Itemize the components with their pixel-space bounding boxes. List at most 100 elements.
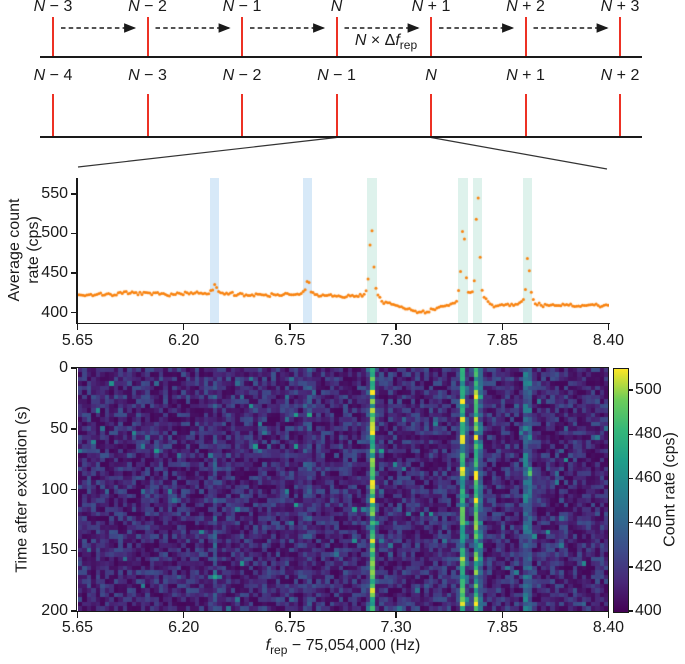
heatmap-x-tick-mark [76,612,79,618]
scatter-x-tick-label: 6.20 [168,332,200,349]
heatmap-x-tick-mark [289,612,291,618]
scatter-x-tick-label: 5.65 [61,332,94,349]
heatmap-y-tick-label: 0 [59,359,68,376]
scatter-x-tick-mark [182,324,185,330]
heatmap-x-tick-label: 7.85 [486,619,518,636]
comb-tooth-label: N + 2 [600,67,640,84]
comb-tooth-mark [146,17,149,56]
colorbar-tick-mark [628,521,633,524]
heatmap-x-tick-label: 8.40 [592,619,625,636]
colorbar-tick-label: 500 [635,381,662,399]
comb-tooth-mark [524,94,527,136]
scatter-bottom-spine [76,322,610,324]
scatter-x-tick-label: 8.40 [592,332,625,349]
comb-tooth-label: N − 1 [222,0,262,15]
spacing-label-subscript: rep [399,38,418,53]
heatmap-y-tick-label: 200 [41,602,68,619]
colorbar-tick-label: 420 [635,557,662,575]
colorbar-tick-mark [628,610,633,612]
comb-tooth-mark [619,17,621,56]
spacing-label-operator: × Δ [366,32,396,49]
scatter-x-tick-label: 6.75 [274,332,306,349]
scatter-y-tick-mark [70,232,76,235]
heatmap-y-tick-label: 50 [50,419,68,437]
colorbar-tick-label: 480 [635,425,662,443]
heatmap-y-tick-mark [70,428,76,430]
comb-tooth-mark [430,17,432,56]
scatter-y-tick-label: 550 [41,184,68,202]
comb-tooth-label: N − 2 [222,67,262,84]
heatmap-y-tick-mark [70,549,76,551]
heatmap-x-tick-mark [607,612,610,618]
scatter-x-tick-label: 7.30 [380,332,412,349]
comb-tooth-mark [52,17,54,56]
colorbar-label: Count rate (cps) [661,432,679,547]
comb-tooth-label: N + 2 [506,0,545,15]
scatter-x-tick-mark [395,324,397,330]
colorbar-tick-mark [628,477,633,480]
comb-tooth-label: N − 3 [128,67,167,84]
comb-tooth-label: N − 1 [317,67,356,84]
spacing-label-var-f: f [395,32,400,49]
heatmap-canvas [77,368,609,611]
scatter-left-spine [76,178,78,324]
x-axis-label-subscript: rep [270,643,288,658]
colorbar-tick-mark [628,566,633,568]
comb-tooth-label: N − 4 [33,67,73,84]
heatmap-x-tick-mark [182,612,185,618]
comb-tooth-mark [335,94,338,136]
comb-tooth-label: N − 2 [128,0,167,15]
colorbar [613,368,629,613]
comb-tooth-mark [241,94,243,136]
heatmap-x-tick-label: 6.75 [274,619,306,636]
comb-axis-line [40,135,642,138]
heatmap-y-tick-label: 100 [41,480,68,498]
colorbar-tick-mark [628,389,633,391]
heatmap-frame [76,366,609,612]
scatter-y-tick-mark [70,311,76,314]
scatter-x-tick-label: 7.85 [486,332,518,349]
scatter-x-tick-mark [501,324,504,330]
comb-tooth-mark [241,17,243,56]
comb-tooth-label: N [425,67,437,84]
comb-axis-line [40,56,642,58]
heatmap-y-axis-label: Time after excitation (s) [13,406,31,573]
comb-tooth-mark [146,94,149,136]
comb-tooth-mark [430,94,432,136]
heatmap-y-tick-label: 150 [41,541,68,559]
comb-tooth-mark [335,17,338,56]
colorbar-tick-mark [628,433,633,436]
heatmap-x-tick-mark [501,612,504,618]
scatter-y-axis-label-line1: Average count [6,198,23,302]
x-axis-label-var-f: f [265,637,271,654]
comb-tooth-label: N + 1 [411,0,451,15]
scatter-y-axis-label-line2: rate (cps) [25,216,42,284]
comb-spacing-label: N × Δfrep [338,32,434,52]
heatmap-x-tick-label: 7.30 [380,619,412,636]
comb-tooth-label: N + 3 [600,0,640,15]
comb-tooth-mark [619,94,621,136]
scatter-y-tick-mark [70,272,76,274]
heatmap-y-tick-mark [70,367,76,369]
heatmap-y-tick-mark [70,488,76,491]
scatter-plot-canvas [77,178,609,323]
scatter-x-tick-mark [607,324,610,330]
colorbar-tick-label: 460 [635,469,662,487]
zoom-fan-line [430,136,608,170]
colorbar-tick-label: 440 [635,513,662,531]
scatter-y-tick-label: 450 [41,264,68,282]
spacing-label-var-n: N [354,32,367,49]
scatter-y-tick-mark [70,193,76,195]
comb-tooth-label: N [330,0,343,15]
comb-tooth-label: N + 1 [506,67,545,84]
heatmap-x-tick-mark [395,612,397,618]
scatter-x-tick-mark [76,324,79,330]
heatmap-y-tick-mark [70,610,76,612]
scatter-x-tick-mark [289,324,291,330]
comb-tooth-mark [52,94,54,136]
scatter-y-tick-label: 500 [41,224,68,242]
heatmap-x-tick-label: 6.20 [168,619,200,636]
heatmap-x-axis-label: frep − 75,054,000 (Hz) [193,637,493,657]
comb-tooth-mark [524,17,527,56]
